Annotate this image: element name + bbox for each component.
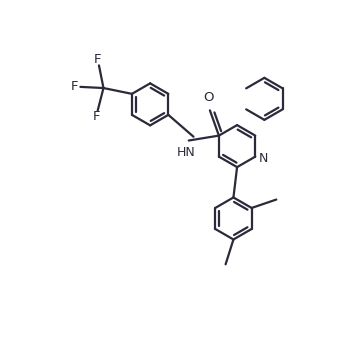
Text: F: F: [92, 110, 100, 123]
Text: O: O: [204, 91, 214, 104]
Text: F: F: [94, 53, 102, 66]
Text: N: N: [259, 152, 268, 165]
Text: HN: HN: [177, 146, 196, 159]
Text: F: F: [70, 80, 78, 93]
